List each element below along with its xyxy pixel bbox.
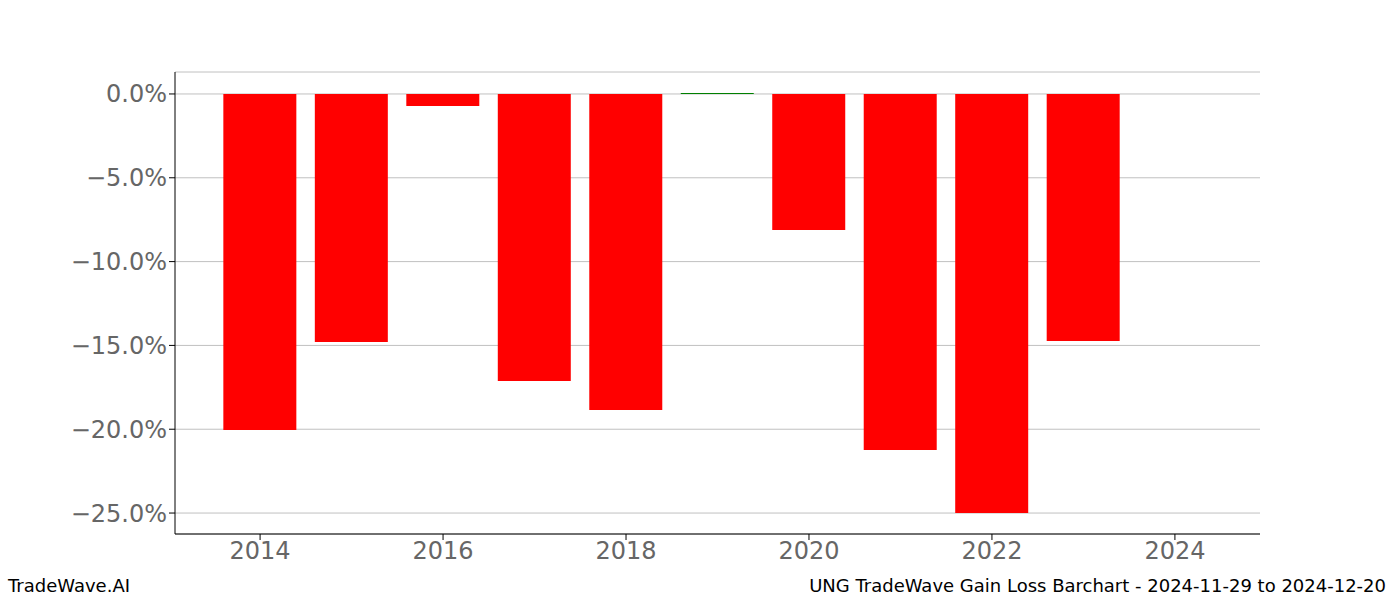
svg-text:−10.0%: −10.0% bbox=[71, 248, 167, 276]
svg-text:−5.0%: −5.0% bbox=[86, 164, 167, 192]
html-text:TradeWave.AI: TradeWave.AI bbox=[8, 575, 130, 596]
svg-text:2018: 2018 bbox=[595, 537, 656, 565]
svg-text:2020: 2020 bbox=[778, 537, 839, 565]
svg-text:2024: 2024 bbox=[1144, 537, 1205, 565]
svg-text:2016: 2016 bbox=[413, 537, 474, 565]
html-text:UNG TradeWave Gain Loss Barcha: UNG TradeWave Gain Loss Barchart - 2024-… bbox=[809, 575, 1386, 596]
svg-text:−15.0%: −15.0% bbox=[71, 332, 167, 360]
svg-text:−20.0%: −20.0% bbox=[71, 416, 167, 444]
svg-text:2022: 2022 bbox=[961, 537, 1022, 565]
svg-text:2014: 2014 bbox=[230, 537, 291, 565]
svg-text:0.0%: 0.0% bbox=[106, 80, 167, 108]
svg-text:−25.0%: −25.0% bbox=[71, 500, 167, 528]
